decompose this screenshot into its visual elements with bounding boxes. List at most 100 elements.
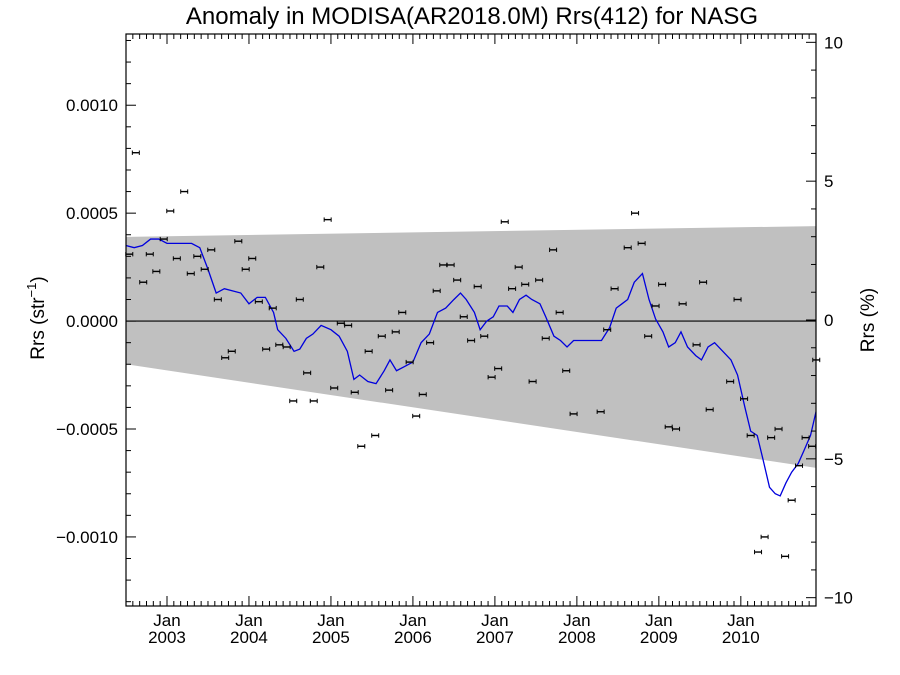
left-tick-label: −0.0005 [56, 420, 118, 439]
data-point [555, 310, 564, 315]
data-point [787, 498, 796, 503]
data-point [391, 329, 400, 335]
x-tick-year-label: 2010 [722, 628, 760, 647]
data-point [672, 426, 681, 432]
data-point [453, 277, 462, 283]
x-tick-month-label: Jan [399, 611, 426, 630]
data-point [610, 286, 619, 291]
data-point [200, 267, 209, 272]
data-point [398, 310, 407, 315]
data-point [726, 379, 735, 384]
x-tick-year-label: 2007 [476, 628, 514, 647]
data-point [535, 277, 544, 283]
data-point [418, 392, 427, 397]
data-point [166, 208, 175, 214]
data-point [754, 549, 763, 555]
data-point [131, 150, 140, 155]
data-point [344, 323, 353, 328]
data-point [651, 303, 660, 309]
data-point [323, 217, 332, 222]
data-point [282, 344, 291, 350]
data-point [377, 333, 386, 339]
data-point [508, 286, 517, 291]
data-point [467, 338, 476, 343]
data-point [644, 333, 653, 339]
right-tick-label: 10 [824, 33, 843, 52]
right-tick-label: 5 [824, 172, 833, 191]
data-point [699, 280, 708, 285]
data-point [549, 247, 558, 253]
data-point [145, 251, 154, 257]
data-point [207, 247, 216, 253]
data-point [746, 433, 755, 438]
data-point [172, 256, 181, 261]
x-tick-year-label: 2004 [230, 628, 268, 647]
data-point [480, 333, 489, 339]
data-point [528, 379, 537, 384]
x-tick-month-label: Jan [727, 611, 754, 630]
right-tick-label: −5 [824, 450, 843, 469]
x-tick-month-label: Jan [235, 611, 262, 630]
data-point [705, 407, 714, 412]
confidence-band [126, 226, 816, 468]
data-point [603, 327, 612, 332]
x-tick-year-label: 2006 [394, 628, 432, 647]
smooth-line-layer [125, 238, 817, 497]
data-point [152, 269, 161, 274]
data-point [426, 340, 435, 345]
data-point [658, 282, 667, 287]
data-point [221, 355, 230, 360]
data-point [562, 368, 571, 373]
x-tick-year-label: 2008 [558, 628, 596, 647]
x-tick-year-label: 2003 [148, 628, 186, 647]
data-point [405, 359, 414, 365]
data-point [631, 210, 640, 216]
data-point [364, 349, 373, 354]
data-point [774, 426, 783, 432]
data-point [159, 236, 168, 242]
right-axis-label: Rrs (%) [858, 288, 879, 352]
data-point [357, 444, 366, 449]
data-point [740, 396, 749, 401]
data-point [412, 413, 421, 419]
data-point [330, 385, 339, 391]
data-point [180, 189, 189, 194]
data-point [213, 297, 222, 302]
data-point [596, 409, 605, 414]
data-point [733, 297, 742, 302]
x-tick-month-label: Jan [153, 611, 180, 630]
data-point [303, 370, 312, 376]
left-axis-label-superscript: −1 [24, 283, 39, 298]
data-point [767, 435, 776, 440]
data-point [316, 264, 325, 270]
data-point [268, 305, 277, 311]
data-point [193, 254, 202, 259]
data-point [254, 299, 263, 304]
data-point [500, 219, 509, 224]
data-point [760, 534, 769, 540]
left-tick-label: 0.0010 [66, 96, 118, 115]
data-point [385, 387, 394, 393]
data-point [241, 267, 250, 272]
data-point [623, 245, 632, 250]
data-point [262, 346, 271, 352]
data-points-layer [125, 150, 821, 559]
data-point [371, 433, 380, 438]
data-point [289, 398, 298, 404]
left-tick-label: 0.0005 [66, 204, 118, 223]
data-point [781, 554, 790, 559]
data-point [248, 256, 257, 261]
data-point [309, 398, 318, 404]
left-tick-label: −0.0010 [56, 528, 118, 547]
left-axis-label: Rrs (str−1) [24, 276, 49, 359]
x-tick-year-label: 2005 [312, 628, 350, 647]
data-point [227, 349, 236, 354]
smoothed-series-line [125, 238, 817, 497]
data-point [692, 342, 701, 348]
x-tick-month-label: Jan [563, 611, 590, 630]
data-point [569, 411, 578, 417]
data-point [234, 239, 243, 244]
data-point [350, 390, 359, 395]
x-tick-month-label: Jan [481, 611, 508, 630]
